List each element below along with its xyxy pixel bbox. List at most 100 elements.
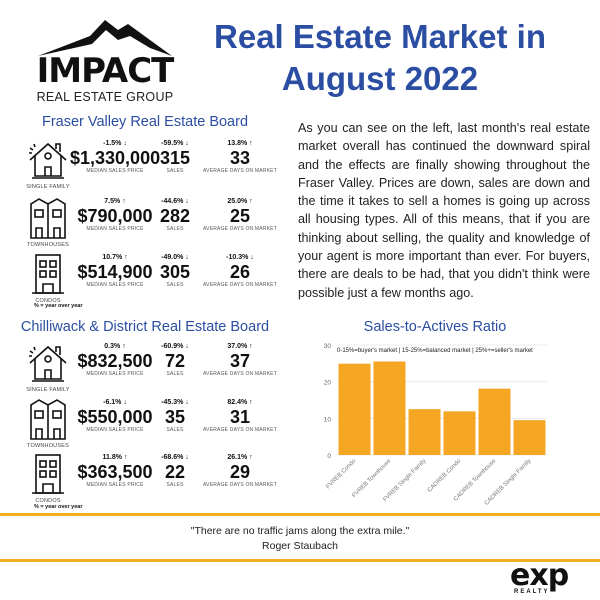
- median-price-change: 10.7% ↑: [70, 254, 160, 263]
- yoy-note: % = year over year: [34, 303, 83, 309]
- sales-value: 282: [159, 206, 191, 226]
- change-value: -60.9%: [161, 343, 184, 350]
- bar: [478, 388, 511, 455]
- sales: -68.6% ↓ 22 SALES: [150, 454, 200, 488]
- sales-label: SALES: [166, 168, 184, 174]
- days-on-market: -10.3% ↓ 26 AVERAGE DAYS ON MARKET: [200, 254, 280, 288]
- stats-row: TOWNHOUSES 7.5% ↑ $790,000 MEDIAN SALES …: [0, 196, 290, 254]
- days-on-market-value: 26: [229, 262, 251, 282]
- days-on-market: 37.0% ↑ 37 AVERAGE DAYS ON MARKET: [200, 343, 280, 377]
- median-price-value: $832,500: [77, 351, 153, 371]
- exp-wordmark: exp: [510, 558, 569, 593]
- category-label: CONDOS: [35, 298, 61, 304]
- logo-subtitle: REAL ESTATE GROUP: [36, 90, 174, 104]
- title-line-2: August 2022: [281, 60, 479, 97]
- sales-change: -68.6% ↓: [150, 454, 200, 463]
- bar: [338, 363, 371, 455]
- median-price-label: MEDIAN SALES PRICE: [86, 282, 144, 288]
- days-on-market-change: 25.0% ↑: [200, 198, 280, 207]
- sales: -60.9% ↓ 72 SALES: [150, 343, 200, 377]
- days-on-market-label: AVERAGE DAYS ON MARKET: [203, 427, 277, 433]
- stats-row: TOWNHOUSES -6.1% ↓ $550,000 MEDIAN SALES…: [0, 397, 290, 455]
- days-on-market-change: 82.4% ↑: [200, 399, 280, 408]
- median-price-change: 0.3% ↑: [70, 343, 160, 352]
- arrow-down-icon: ↓: [248, 254, 254, 261]
- median-price-value: $550,000: [77, 407, 153, 427]
- median-price-value: $1,330,000: [70, 148, 161, 168]
- change-value: 82.4%: [227, 399, 248, 406]
- stats-row: SINGLE FAMILY -1.5% ↓ $1,330,000 MEDIAN …: [0, 138, 290, 196]
- median-price-label: MEDIAN SALES PRICE: [86, 371, 144, 377]
- board-title-fraser-valley: Fraser Valley Real Estate Board: [41, 114, 249, 130]
- arrow-up-icon: ↑: [122, 454, 128, 461]
- days-on-market: 13.8% ↑ 33 AVERAGE DAYS ON MARKET: [200, 140, 280, 174]
- sales-label: SALES: [166, 427, 184, 433]
- condo-building-icon: [26, 252, 70, 296]
- divider-top: [0, 513, 600, 516]
- median-price: -1.5% ↓ $1,330,000 MEDIAN SALES PRICE: [70, 140, 160, 174]
- sales: -45.3% ↓ 35 SALES: [150, 399, 200, 433]
- change-value: 13.8%: [227, 140, 248, 147]
- median-price-value: $514,900: [77, 262, 153, 282]
- bar: [513, 420, 546, 455]
- yoy-note: % = year over year: [34, 504, 83, 510]
- arrow-up-icon: ↑: [247, 140, 253, 147]
- sales-change: -60.9% ↓: [150, 343, 200, 352]
- median-price-change: -6.1% ↓: [70, 399, 160, 408]
- change-value: -45.3%: [161, 399, 184, 406]
- bar: [373, 361, 406, 455]
- days-on-market-label: AVERAGE DAYS ON MARKET: [203, 168, 277, 174]
- days-on-market: 26.1% ↑ 29 AVERAGE DAYS ON MARKET: [200, 454, 280, 488]
- median-price: 7.5% ↑ $790,000 MEDIAN SALES PRICE: [70, 198, 160, 232]
- logo-wordmark: IMPACT: [36, 51, 175, 91]
- change-value: 25.0%: [227, 198, 248, 205]
- quote-text: "There are no traffic jams along the ext…: [190, 525, 410, 537]
- house-icon: [26, 138, 70, 182]
- days-on-market-label: AVERAGE DAYS ON MARKET: [203, 482, 277, 488]
- market-commentary: As you can see on the left, last month's…: [298, 121, 590, 300]
- median-price-label: MEDIAN SALES PRICE: [86, 226, 144, 232]
- median-price-change: 7.5% ↑: [70, 198, 160, 207]
- divider-bottom: [0, 559, 600, 562]
- median-price-label: MEDIAN SALES PRICE: [86, 168, 144, 174]
- days-on-market-value: 37: [229, 351, 251, 371]
- median-price-change: 11.8% ↑: [70, 454, 160, 463]
- y-tick-label: 20: [324, 380, 332, 387]
- median-price-value: $363,500: [77, 462, 153, 482]
- change-value: 10.7%: [102, 254, 123, 261]
- arrow-down-icon: ↓: [121, 399, 127, 406]
- y-tick-label: 30: [324, 343, 332, 350]
- sales: -49.0% ↓ 305 SALES: [150, 254, 200, 288]
- sales-value: 72: [164, 351, 186, 371]
- days-on-market-value: 33: [229, 148, 251, 168]
- arrow-down-icon: ↓: [183, 140, 189, 147]
- median-price-value: $790,000: [77, 206, 153, 226]
- mountain-icon: [38, 20, 172, 56]
- stats-row: CONDOS 11.8% ↑ $363,500 MEDIAN SALES PRI…: [0, 452, 290, 510]
- arrow-down-icon: ↓: [183, 399, 189, 406]
- change-value: 11.8%: [102, 454, 122, 461]
- arrow-up-icon: ↑: [120, 198, 126, 205]
- sales-value: 35: [164, 407, 186, 427]
- median-price: 11.8% ↑ $363,500 MEDIAN SALES PRICE: [70, 454, 160, 488]
- board-title-chilliwack: Chilliwack & District Real Estate Board: [20, 319, 270, 335]
- change-value: -49.0%: [161, 254, 184, 261]
- arrow-up-icon: ↑: [120, 343, 126, 350]
- chart-annotation: 0-15%=buyer's market | 15-25%=balanced m…: [337, 348, 533, 354]
- x-tick-label: FVREB Condo: [325, 458, 358, 491]
- quote: "There are no traffic jams along the ext…: [0, 524, 600, 554]
- sales-change: -59.5% ↓: [150, 140, 200, 149]
- condo-building-icon: [26, 452, 70, 496]
- arrow-down-icon: ↓: [183, 343, 189, 350]
- arrow-up-icon: ↑: [247, 343, 253, 350]
- days-on-market-change: -10.3% ↓: [200, 254, 280, 263]
- days-on-market: 82.4% ↑ 31 AVERAGE DAYS ON MARKET: [200, 399, 280, 433]
- category-label: TOWNHOUSES: [27, 242, 69, 248]
- sales-value: 22: [164, 462, 186, 482]
- sales-label: SALES: [166, 282, 184, 288]
- change-value: -1.5%: [103, 140, 122, 147]
- days-on-market-value: 29: [229, 462, 251, 482]
- days-on-market-change: 37.0% ↑: [200, 343, 280, 352]
- median-price: 10.7% ↑ $514,900 MEDIAN SALES PRICE: [70, 254, 160, 288]
